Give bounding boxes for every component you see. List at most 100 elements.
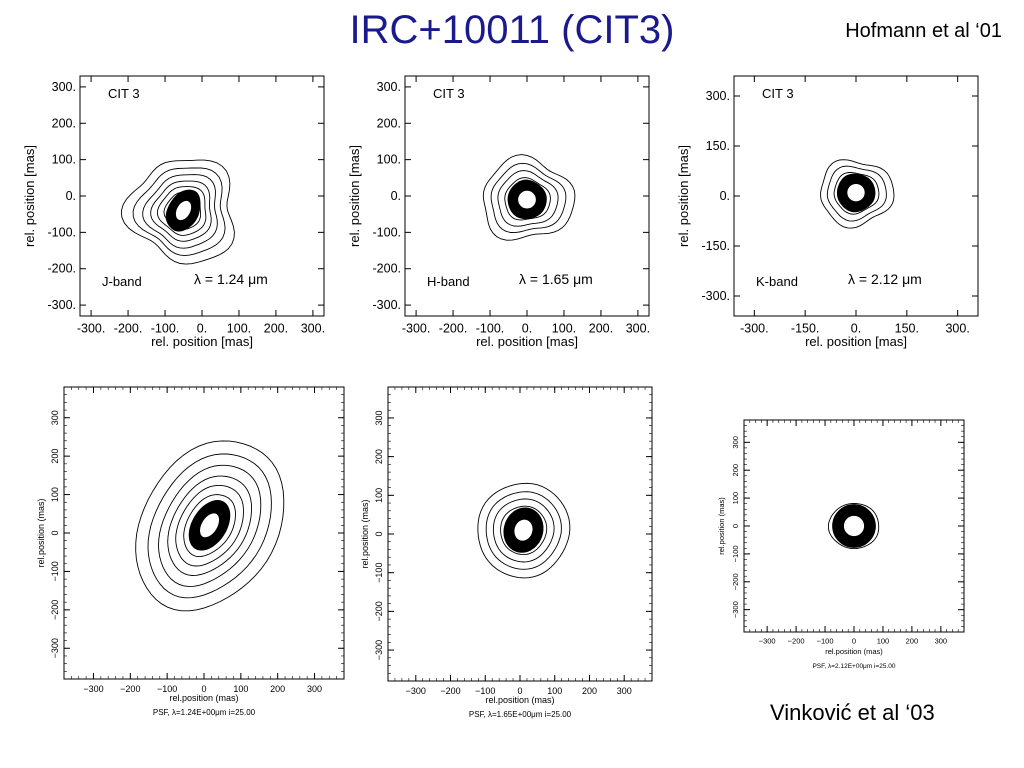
- y-tick-label: 150.: [706, 139, 730, 153]
- y-tick-label: −100: [731, 545, 740, 562]
- star-label: CIT 3: [108, 86, 140, 101]
- x-tick-label: 300: [617, 686, 632, 696]
- band-label: K-band: [756, 274, 798, 289]
- x-tick-label: −200: [120, 684, 140, 694]
- y-tick-label: 200: [731, 464, 740, 477]
- psf-caption: PSF, λ=2.12E+00μm i=25.00: [812, 663, 895, 670]
- reference-hofmann: Hofmann et al ‘01: [845, 20, 1002, 42]
- x-tick-label: 100: [547, 686, 562, 696]
- x-tick-label: 100.: [227, 322, 251, 336]
- core-contour: [838, 510, 870, 542]
- chart-h-band: -300. -200. -100. 0. 100. 200. 300. 300. 200. 100…: [345, 66, 663, 366]
- core-contour: [832, 504, 876, 548]
- x-tick-label: −300: [406, 686, 426, 696]
- core-ellipse: [515, 187, 539, 212]
- x-tick-label: −200: [440, 686, 460, 696]
- y-axis-label: rel.position (mas): [360, 499, 370, 568]
- chart-k-band: -300. -150. 0. 150. 300. 300. 150. 0. -150. -300.…: [672, 66, 994, 366]
- x-axis-label: rel.position (mas): [169, 693, 238, 703]
- x-tick-label: −200: [788, 637, 805, 646]
- y-tick-label: −200: [374, 601, 384, 621]
- x-tick-label: -100.: [476, 322, 505, 336]
- core-ellipse: [197, 510, 223, 541]
- chart-h-band-svg: -300. -200. -100. 0. 100. 200. 300. 300. 200. 100…: [347, 75, 650, 349]
- x-tick-label: 100: [877, 637, 890, 646]
- x-tick-label: 0.: [851, 322, 861, 336]
- core-contour: [837, 509, 871, 543]
- chart-j-band: -300. -200. -100. 0. 100. 200. 300. 300. 200. 100…: [18, 66, 336, 366]
- wavelength-label: λ = 2.12 μm: [848, 271, 922, 287]
- x-tick-label: 300.: [626, 322, 650, 336]
- y-tick-label: -300.: [702, 289, 731, 303]
- outer-contour: [142, 174, 218, 249]
- star-label: CIT 3: [433, 86, 465, 101]
- x-tick-label: 200.: [589, 322, 613, 336]
- psf-caption: PSF, λ=1.24E+00μm i=25.00: [153, 708, 256, 717]
- outer-contour: [158, 464, 262, 587]
- chart-k-band-svg: -300. -150. 0. 150. 300. 300. 150. 0. -150. -300.…: [676, 75, 979, 349]
- y-tick-label: 200.: [377, 116, 401, 130]
- outer-contour: [175, 484, 244, 567]
- contour-group: [482, 154, 576, 241]
- y-tick-label: 200: [50, 449, 60, 464]
- outer-contour: [183, 494, 236, 558]
- y-tick-label: −200: [731, 573, 740, 590]
- x-tick-label: 0: [201, 684, 206, 694]
- outer-contour: [163, 191, 202, 230]
- outer-contour: [135, 440, 285, 612]
- outer-contour: [500, 505, 548, 556]
- core-contour: [834, 506, 874, 546]
- slide-title: IRC+10011 (CIT3): [349, 8, 675, 52]
- x-tick-label: -300.: [402, 322, 431, 336]
- x-tick-label: -300.: [740, 322, 769, 336]
- contour-group: [135, 440, 285, 612]
- x-tick-label: 100: [233, 684, 248, 694]
- core-contour: [839, 511, 869, 541]
- y-tick-label: −300: [374, 640, 384, 660]
- outer-contour: [147, 453, 272, 599]
- x-tick-label: 200: [270, 684, 285, 694]
- y-tick-label: 300.: [52, 80, 76, 94]
- wavelength-label: λ = 1.24 μm: [194, 271, 268, 287]
- chart-psf-2-12: −300 −200 −100 0 100 200 300 300 200 100 0 −100 −200…: [716, 410, 972, 692]
- y-tick-label: 300.: [706, 89, 730, 103]
- y-tick-label: -100.: [48, 225, 77, 239]
- chart-psf-2-12-svg: −300 −200 −100 0 100 200 300 300 200 100 0 −100 −200…: [717, 419, 965, 670]
- x-tick-label: 300.: [301, 322, 325, 336]
- outer-contour: [482, 154, 576, 241]
- y-tick-label: 0.: [391, 189, 401, 203]
- wavelength-label: λ = 1.65 μm: [519, 271, 593, 287]
- outer-contour: [150, 180, 212, 242]
- contour-group: [820, 159, 895, 229]
- y-axis-label: rel.position (mas): [717, 497, 726, 555]
- core-contour: [165, 189, 201, 232]
- core-ellipse: [172, 197, 195, 224]
- outer-contour: [132, 167, 226, 257]
- x-tick-label: 0: [852, 637, 856, 646]
- core-ellipse: [840, 512, 868, 540]
- outer-contour: [834, 508, 874, 544]
- x-tick-label: −100: [817, 637, 834, 646]
- outer-contour: [477, 482, 571, 579]
- y-tick-label: 200: [374, 449, 384, 464]
- chart-psf-1-24-svg: −300 −200 −100 0 100 200 300 300 200 100 0 −100 −200…: [36, 386, 345, 717]
- outer-contour: [167, 475, 253, 576]
- x-tick-label: −300: [759, 637, 776, 646]
- band-label: H-band: [427, 274, 470, 289]
- y-tick-label: 300: [374, 410, 384, 425]
- x-tick-label: 100.: [552, 322, 576, 336]
- x-tick-label: −300: [83, 684, 103, 694]
- x-tick-label: 200: [906, 637, 919, 646]
- x-axis-label: rel.position (mas): [485, 695, 554, 705]
- y-tick-label: −100: [374, 563, 384, 583]
- y-tick-label: 100: [50, 487, 60, 502]
- contour-group: [477, 482, 571, 579]
- x-axis-label: rel. position [mas]: [151, 334, 253, 349]
- y-tick-label: 100: [374, 488, 384, 503]
- core-contour: [832, 504, 876, 548]
- y-tick-label: 0: [374, 531, 384, 536]
- y-axis-label: rel. position [mas]: [22, 145, 37, 247]
- y-tick-label: 100: [731, 492, 740, 505]
- x-tick-label: -200.: [114, 322, 143, 336]
- x-tick-label: 200.: [264, 322, 288, 336]
